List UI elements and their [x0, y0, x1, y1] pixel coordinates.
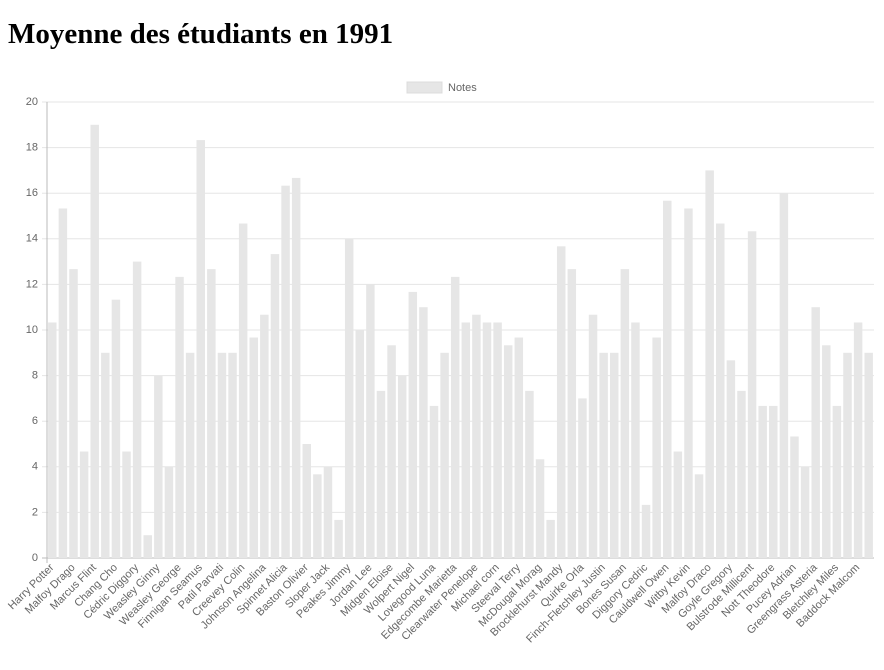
bar — [355, 330, 365, 558]
bar — [323, 466, 333, 558]
bar — [408, 291, 418, 558]
bar — [185, 352, 195, 558]
bar — [673, 451, 683, 558]
bar — [663, 200, 672, 558]
bar — [429, 405, 439, 558]
bar — [122, 451, 131, 558]
bar — [238, 223, 248, 559]
bar — [90, 124, 99, 559]
bar — [249, 337, 258, 558]
bar — [196, 140, 205, 559]
y-tick-label: 18 — [26, 142, 38, 154]
bar — [461, 322, 471, 558]
bar — [334, 519, 343, 558]
bar — [694, 474, 704, 558]
bar — [609, 352, 619, 558]
bar — [154, 375, 163, 558]
bar — [270, 254, 280, 559]
bar — [853, 322, 863, 558]
bar — [567, 269, 577, 558]
bar — [175, 276, 184, 558]
bar — [790, 436, 799, 558]
y-tick-label: 12 — [26, 278, 38, 290]
bar — [525, 390, 534, 558]
bar — [450, 276, 460, 558]
bar — [164, 466, 174, 558]
bar — [631, 322, 640, 558]
bar — [482, 322, 492, 558]
bar — [578, 398, 587, 558]
bar — [101, 352, 110, 558]
bar — [800, 466, 810, 558]
bar — [556, 246, 566, 558]
legend-label: Notes — [448, 82, 477, 94]
bar — [48, 322, 57, 558]
bar — [588, 314, 598, 558]
bar — [779, 193, 789, 558]
bar — [291, 177, 301, 558]
bar — [620, 269, 630, 558]
bar — [228, 352, 237, 558]
bar — [111, 299, 121, 558]
bar — [69, 269, 78, 558]
bar — [832, 405, 842, 558]
bar — [822, 345, 831, 558]
bar — [366, 284, 375, 558]
bar — [652, 337, 661, 558]
legend-swatch — [406, 81, 443, 94]
bar — [599, 352, 608, 558]
y-tick-label: 4 — [32, 461, 38, 473]
y-tick-label: 20 — [26, 96, 38, 108]
bar — [641, 504, 651, 558]
bar — [716, 223, 725, 559]
bar — [514, 337, 524, 558]
bar — [769, 405, 778, 558]
bar — [143, 535, 152, 558]
bar — [705, 170, 714, 558]
bar — [472, 314, 481, 558]
bar — [546, 519, 555, 558]
bar — [535, 459, 545, 558]
bar — [376, 390, 386, 558]
bar — [503, 345, 513, 558]
bar — [387, 345, 396, 558]
bar — [207, 269, 216, 558]
bar — [79, 451, 89, 558]
bar — [217, 352, 227, 558]
bar — [811, 307, 820, 558]
bar — [726, 360, 736, 558]
y-tick-label: 0 — [32, 552, 38, 564]
bar — [684, 208, 693, 558]
bar — [864, 352, 873, 558]
bar — [419, 307, 428, 558]
bar — [58, 208, 68, 558]
bar — [302, 444, 312, 558]
y-tick-label: 2 — [32, 506, 38, 518]
bar — [843, 352, 852, 558]
y-tick-label: 14 — [26, 233, 38, 245]
bar — [397, 375, 407, 558]
page-title: Moyenne des étudiants en 1991 — [8, 18, 394, 50]
bar — [313, 474, 322, 558]
y-tick-label: 10 — [26, 324, 38, 336]
bar — [281, 185, 290, 558]
bar — [440, 352, 449, 558]
y-tick-label: 16 — [26, 187, 38, 199]
bar — [737, 390, 746, 558]
bar — [758, 405, 767, 558]
y-tick-label: 8 — [32, 370, 38, 382]
bar — [260, 314, 269, 558]
bar — [493, 322, 502, 558]
bar — [747, 231, 757, 558]
y-tick-label: 6 — [32, 415, 38, 427]
bar — [132, 261, 142, 558]
bar — [344, 238, 354, 559]
